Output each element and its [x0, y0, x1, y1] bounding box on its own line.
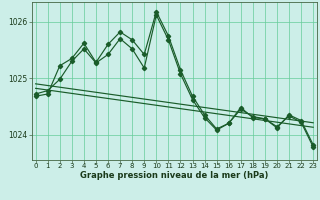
X-axis label: Graphe pression niveau de la mer (hPa): Graphe pression niveau de la mer (hPa): [80, 171, 268, 180]
